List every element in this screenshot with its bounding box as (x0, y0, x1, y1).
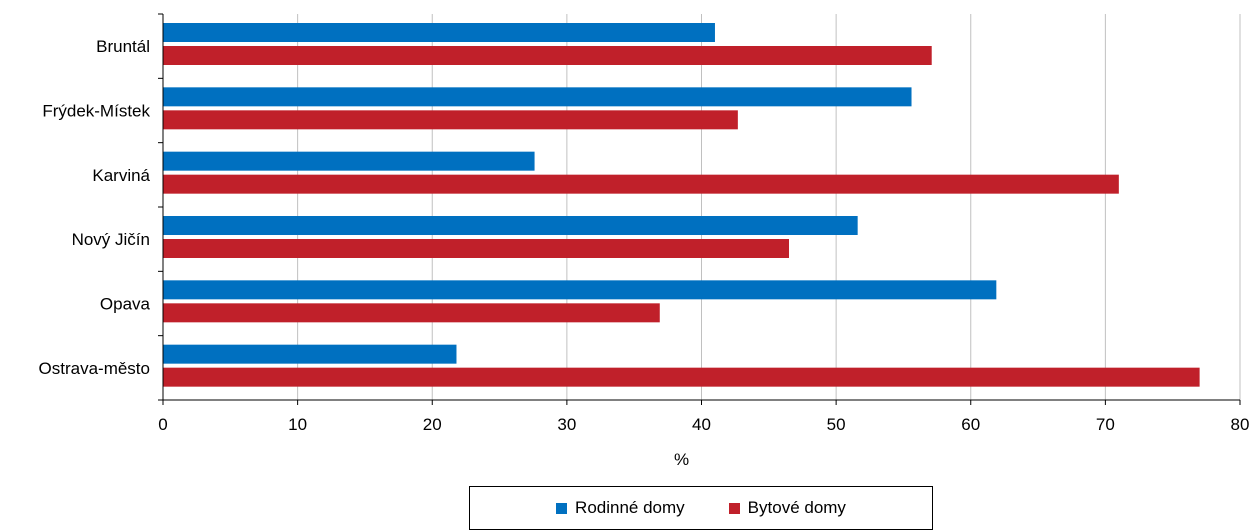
x-tick-label: 70 (1096, 415, 1115, 434)
y-category-label: Frýdek-Místek (42, 102, 150, 121)
legend: Rodinné domy Bytové domy (469, 486, 933, 530)
y-category-label: Nový Jičín (72, 230, 150, 249)
bar-rodinn-domy-4 (163, 280, 997, 300)
bar-bytov-domy-1 (163, 110, 738, 130)
x-tick-label: 30 (557, 415, 576, 434)
x-tick-label: 60 (961, 415, 980, 434)
bar-rodinn-domy-3 (163, 216, 858, 235)
x-tick-label: 80 (1231, 415, 1250, 434)
grid-lines (297, 14, 1241, 400)
legend-swatch-bytove-domy (728, 502, 740, 514)
axes (158, 13, 1241, 405)
y-category-label: Ostrava-město (39, 359, 150, 378)
x-axis-title: % (674, 450, 689, 469)
x-tick-label: 40 (692, 415, 711, 434)
legend-swatch-rodinne-domy (556, 502, 568, 514)
bar-rodinn-domy-0 (163, 23, 715, 42)
x-tick-label: 50 (827, 415, 846, 434)
y-category-label: Karviná (92, 166, 150, 185)
legend-item-bytove-domy: Bytové domy (728, 498, 846, 518)
bar-bytov-domy-2 (163, 174, 1119, 194)
y-category-label: Bruntál (96, 37, 150, 56)
bar-rodinn-domy-5 (163, 344, 457, 364)
y-category-label: Opava (100, 295, 151, 314)
legend-label-bytove-domy: Bytové domy (747, 498, 846, 517)
bar-bytov-domy-5 (163, 367, 1200, 387)
x-tick-label: 20 (423, 415, 442, 434)
x-tick-labels: 0 10 20 30 40 50 60 70 80 (158, 415, 1249, 434)
bar-bytov-domy-0 (163, 46, 932, 65)
y-category-labels: Bruntál Frýdek-Místek Karviná Nový Jičín Opa… (39, 37, 151, 378)
legend-item-rodinne-domy: Rodinné domy (556, 498, 685, 518)
bar-rodinn-domy-2 (163, 151, 535, 171)
bar-bytov-domy-3 (163, 239, 790, 258)
bar-rodinn-domy-1 (163, 87, 912, 107)
x-tick-label: 10 (288, 415, 307, 434)
legend-label-rodinne-domy: Rodinné domy (575, 498, 685, 517)
x-tick-label: 0 (158, 415, 167, 434)
bar-bytov-domy-4 (163, 303, 660, 323)
bars (163, 23, 1200, 387)
